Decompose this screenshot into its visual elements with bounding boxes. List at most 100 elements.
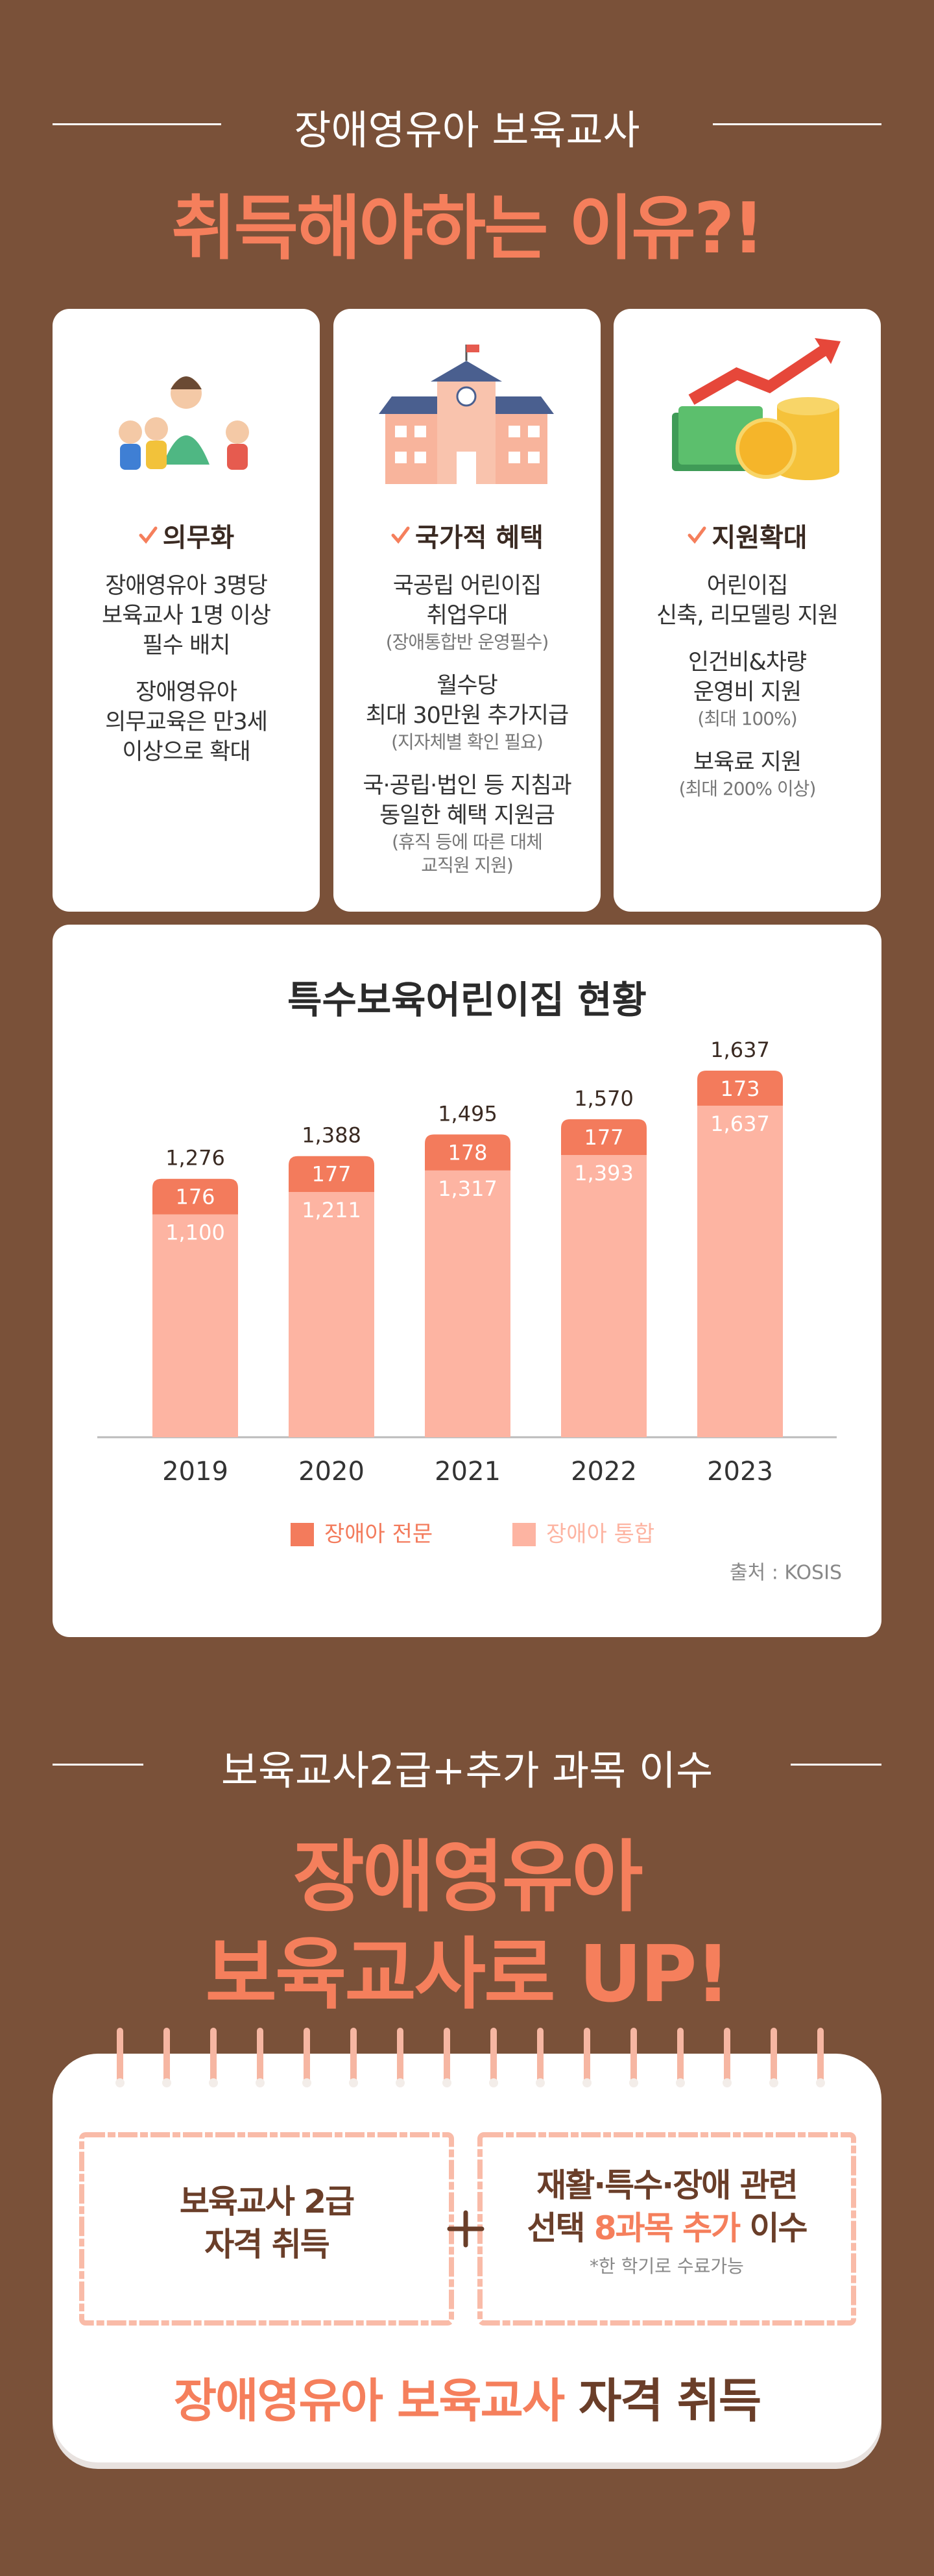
ring-hole: [582, 2078, 592, 2087]
bar-segment: [561, 1155, 647, 1437]
x-tick-label: 2023: [707, 1457, 773, 1487]
check-icon: [391, 526, 410, 544]
ring-hole: [302, 2078, 311, 2087]
total-label: 1,637: [710, 1038, 770, 1062]
chart-title: 특수보육어린이집 현황: [287, 978, 647, 1022]
steps-card: [53, 2054, 881, 2462]
card-line: 이상으로 확대: [122, 739, 250, 765]
bar-segment: [152, 1214, 238, 1437]
check-icon: [688, 526, 706, 544]
card-body: 국공립 어린이집 취업우대 (장애통합반 운영필수) 월수당 최대 30만원 추가지급(…: [333, 571, 601, 877]
divider: [713, 123, 881, 125]
card-line: 장애영유아 3명당: [105, 573, 268, 599]
card-title-row: 국가적 혜택: [333, 516, 601, 554]
card-line: 취업우대: [426, 603, 509, 629]
card-line: 운영비 지원: [693, 679, 802, 705]
total-label: 1,570: [574, 1086, 634, 1111]
bar-segment: [561, 1119, 647, 1156]
card-line: 필수 배치: [142, 633, 231, 659]
section-title: 장애영유아: [293, 1832, 643, 1923]
bar-segment: [697, 1071, 783, 1106]
step-text: 재활·특수·장애 관련: [536, 2167, 798, 2204]
legend-swatch: [291, 1523, 314, 1546]
bar-segment: [152, 1178, 238, 1215]
text-part: 자격 취득: [564, 2374, 761, 2428]
check-path: [688, 526, 706, 544]
card-icon: [672, 338, 841, 480]
ring-hole: [676, 2078, 685, 2087]
text-part: 선택: [527, 2209, 594, 2247]
card-line: 국공립 어린이집: [392, 573, 542, 599]
step-text: 보육교사 2급: [179, 2183, 355, 2220]
card-item: 어린이집 신축, 리모델링 지원: [614, 571, 881, 631]
card-note: (지자체별 확인 필요): [391, 731, 544, 753]
value-label: 178: [448, 1140, 487, 1165]
text-part: 이수: [739, 2209, 808, 2247]
card-line: 최대 30만원 추가지급: [365, 703, 569, 729]
step-text: 자격 취득: [204, 2226, 329, 2263]
card-item: 보육료 지원 (최대 200% 이상): [614, 747, 881, 801]
card-line: 동일한 혜택 지원금: [379, 803, 555, 829]
header-title: 취득해야하는 이유?!: [171, 188, 764, 269]
text-part: 장애영유아 보육교사: [173, 2374, 565, 2428]
check-icon: [139, 526, 158, 544]
card-item: 장애영유아 3명당 보육교사 1명 이상 필수 배치: [53, 571, 320, 661]
card-line: 의무교육은 만3세: [105, 709, 268, 735]
card-line: 국·공립·법인 등 지침과: [363, 773, 571, 799]
rings: [115, 2028, 825, 2087]
card-line: 장애영유아: [135, 679, 237, 705]
divider: [791, 1764, 881, 1766]
total-label: 1,495: [438, 1101, 497, 1126]
section-title: 보육교사로 UP!: [205, 1930, 731, 2020]
card-note: (장애통합반 운영필수): [385, 631, 549, 653]
plus-icon: [447, 2210, 485, 2248]
card-note: (최대 100%): [697, 708, 797, 729]
ring-hole: [115, 2078, 125, 2087]
result: 장애영유아 보육교사 자격 취득: [53, 2372, 881, 2430]
value-label: 1,100: [165, 1221, 225, 1245]
value-label: 1,317: [438, 1176, 497, 1201]
benefit-card: 국가적 혜택 국공립 어린이집 취업우대 (장애통합반 운영필수) 월수당 최대 30만원…: [333, 309, 601, 912]
card-line: 인건비&차량: [688, 650, 807, 675]
value-label: 176: [175, 1185, 215, 1209]
step-text: 선택 8과목 추가 이수: [480, 2207, 854, 2250]
ring-hole: [256, 2078, 265, 2087]
chart: 특수보육어린이집 현황 출처 : KOSIS 1,100 176 1,276 2019…: [97, 978, 842, 1585]
value-label: 1,211: [302, 1198, 361, 1222]
ring-hole: [349, 2078, 358, 2087]
check-path: [139, 526, 158, 544]
x-tick-label: 2022: [571, 1457, 637, 1487]
ring-hole: [442, 2078, 451, 2087]
total-label: 1,388: [302, 1123, 361, 1148]
step-note: *한 학기로 수료가능: [590, 2255, 744, 2277]
card-note: (휴직 등에 따른 대체: [392, 831, 543, 853]
card-line: 보육료 지원: [693, 749, 802, 775]
x-tick-label: 2020: [298, 1457, 365, 1487]
check-path: [391, 526, 410, 544]
x-tick-label: 2019: [162, 1457, 228, 1487]
ring-hole: [816, 2078, 825, 2087]
bar-segment: [425, 1134, 510, 1171]
card-note: (최대 200% 이상): [678, 778, 817, 799]
text-part: 8과목 추가: [593, 2209, 741, 2247]
card-title-row: 의무화: [53, 516, 320, 554]
total-label: 1,276: [165, 1146, 225, 1171]
ring-hole: [209, 2078, 218, 2087]
ring-hole: [536, 2078, 545, 2087]
chart-source: 출처 : KOSIS: [730, 1562, 842, 1585]
ring-hole: [769, 2078, 778, 2087]
header-subtitle: 장애영유아 보육교사: [294, 106, 640, 154]
card-title-row: 지원확대: [614, 516, 881, 554]
card-item: 국·공립·법인 등 지침과 동일한 혜택 지원금 (휴직 등에 따른 대체 교직원 지…: [333, 771, 601, 877]
bar-segment: [289, 1191, 374, 1437]
step-box: 재활·특수·장애 관련 선택 8과목 추가 이수 *한 학기로 수료가능: [480, 2164, 854, 2278]
card-line: 신축, 리모델링 지원: [656, 603, 839, 629]
card-title: 지원확대: [712, 523, 808, 553]
